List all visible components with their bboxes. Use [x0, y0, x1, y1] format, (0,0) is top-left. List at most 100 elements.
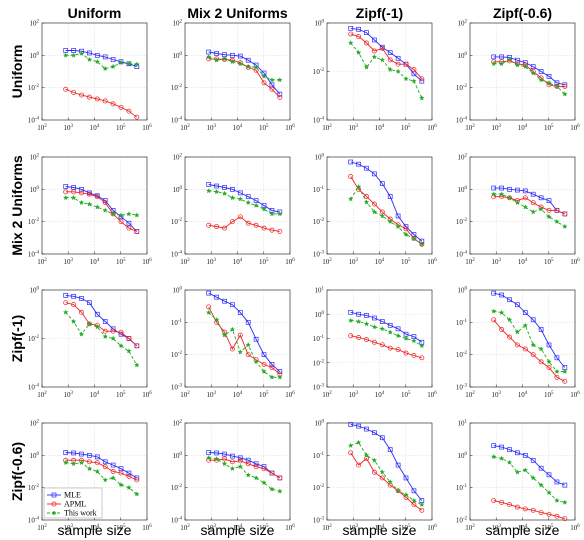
data-point-this-work	[221, 190, 228, 196]
data-point-apml	[379, 342, 385, 348]
y-tick-label: 10-1	[171, 319, 183, 327]
data-point-apml	[538, 510, 544, 515]
y-tick-label: 100	[458, 452, 468, 460]
data-point-mle	[395, 213, 401, 219]
data-point-this-work	[522, 322, 528, 328]
y-tick-label: 100	[30, 52, 40, 60]
data-point-mle	[364, 30, 369, 36]
data-point-apml	[562, 516, 568, 522]
data-point-apml	[379, 475, 385, 481]
data-point-mle	[348, 159, 354, 165]
data-point-apml	[102, 200, 108, 206]
x-tick-label: 105	[544, 391, 554, 399]
series-line-this-work	[493, 58, 566, 95]
data-point-this-work	[110, 335, 116, 341]
y-tick-label: 10-3	[456, 384, 468, 392]
data-point-this-work	[411, 338, 417, 344]
x-tick-label: 105	[544, 524, 554, 532]
y-tick-label: 10-2	[28, 335, 40, 343]
data-point-this-work	[498, 309, 505, 315]
data-point-this-work	[554, 83, 560, 89]
data-point-apml	[554, 207, 560, 213]
data-point-mle	[348, 422, 354, 427]
y-tick-label: 10-3	[171, 384, 183, 392]
data-point-apml	[277, 475, 283, 481]
x-tick-label: 103	[349, 391, 359, 399]
legend-label-this-work: This work	[64, 509, 97, 518]
data-point-this-work	[379, 57, 385, 63]
data-point-this-work	[371, 209, 378, 215]
data-point-apml	[118, 470, 124, 476]
data-point-mle	[491, 290, 497, 296]
data-point-this-work	[213, 316, 220, 323]
data-point-this-work	[348, 442, 354, 448]
data-point-this-work	[126, 211, 132, 217]
y-tick-label: 102	[458, 154, 468, 162]
x-axis-label: sample size	[486, 522, 560, 538]
x-tick-label: 102	[322, 258, 332, 266]
data-point-this-work	[229, 58, 236, 65]
data-point-mle	[387, 447, 393, 452]
y-tick-label: 100	[30, 452, 40, 460]
data-point-apml	[134, 343, 140, 349]
series-line-this-work	[208, 312, 280, 378]
data-point-apml	[118, 329, 124, 335]
data-point-this-work	[395, 488, 401, 494]
data-point-mle	[499, 54, 504, 60]
data-point-apml	[277, 94, 283, 100]
series-line-apml	[493, 319, 566, 382]
panel-uniform-uniform: 102 103 104 105 106 10-4 10-2 100 102	[28, 20, 152, 133]
series-line-this-work	[350, 42, 423, 99]
data-point-apml	[364, 337, 369, 343]
x-tick-label: 105	[544, 258, 554, 266]
data-point-apml	[245, 461, 251, 467]
data-point-mle	[562, 82, 568, 88]
y-tick-label: 100	[30, 287, 40, 295]
data-point-apml	[379, 45, 385, 51]
series-line-this-work	[350, 441, 423, 505]
data-point-apml	[411, 353, 417, 358]
data-point-apml	[63, 189, 69, 195]
data-point-this-work	[277, 374, 283, 380]
data-point-mle	[538, 69, 544, 74]
x-tick-label: 104	[375, 391, 385, 399]
data-point-this-work	[491, 191, 497, 197]
data-point-mle	[530, 457, 536, 463]
panel-uniform-zipf-0-6: 102 103 104 105 106 10-4 10-2 100 102	[456, 20, 580, 133]
series-line-mle	[493, 56, 565, 86]
x-tick-label: 102	[322, 391, 332, 399]
data-point-apml	[253, 464, 259, 470]
data-point-this-work	[221, 460, 228, 467]
data-point-mle	[94, 454, 100, 460]
data-point-this-work	[530, 209, 536, 215]
data-point-this-work	[514, 199, 521, 205]
data-point-mle	[522, 310, 528, 315]
data-point-apml	[261, 361, 267, 367]
data-point-this-work	[86, 321, 93, 327]
data-point-mle	[230, 302, 235, 308]
data-point-mle	[110, 462, 116, 468]
x-tick-label: 106	[285, 524, 295, 532]
data-point-this-work	[213, 456, 220, 462]
data-point-this-work	[126, 61, 132, 67]
data-point-mle	[87, 300, 92, 306]
data-point-mle	[530, 191, 536, 197]
x-axis-label: sample size	[58, 522, 132, 538]
data-point-apml	[562, 378, 568, 384]
data-point-apml	[269, 470, 275, 476]
series-line-this-work	[208, 457, 280, 492]
data-point-apml	[371, 201, 377, 207]
data-point-mle	[546, 472, 552, 478]
row-title-mix-2-uniforms: Mix 2 Uniforms	[9, 155, 25, 256]
data-point-this-work	[355, 318, 362, 324]
data-point-this-work	[102, 333, 108, 339]
x-tick-label: 104	[90, 258, 100, 266]
y-tick-label: 101	[458, 420, 468, 428]
data-point-mle	[515, 450, 520, 456]
data-point-mle	[395, 462, 401, 468]
data-point-apml	[126, 473, 132, 479]
data-point-mle	[245, 57, 251, 63]
data-point-apml	[94, 460, 100, 466]
y-tick-label: 10-3	[313, 251, 325, 259]
data-point-mle	[403, 475, 409, 481]
